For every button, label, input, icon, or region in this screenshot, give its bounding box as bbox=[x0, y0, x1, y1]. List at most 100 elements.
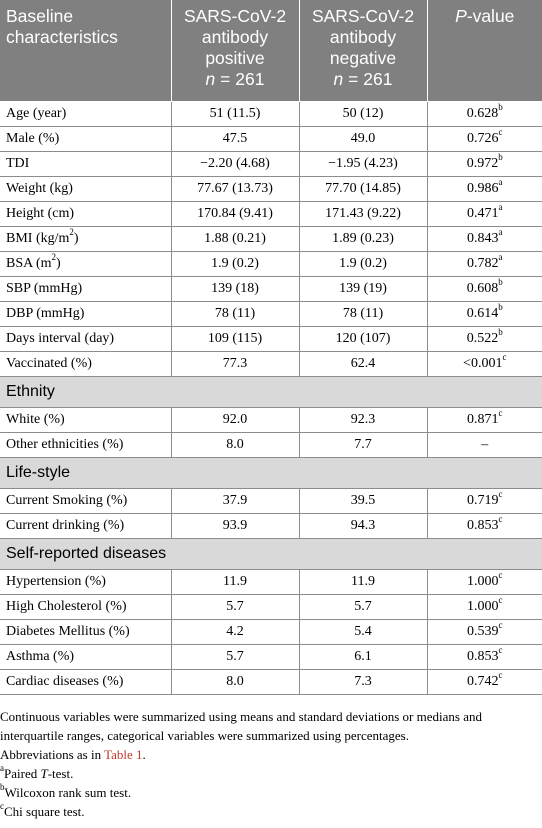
value-negative: 50 (12) bbox=[298, 100, 428, 127]
value-p: – bbox=[426, 431, 542, 458]
value-negative: 92.3 bbox=[298, 406, 428, 433]
value-positive: 4.2 bbox=[170, 618, 300, 645]
table-row: Cardiac diseases (%) 8.0 7.3 0.742c bbox=[0, 668, 542, 695]
value-positive: 5.7 bbox=[170, 643, 300, 670]
value-positive: 1.9 (0.2) bbox=[170, 250, 300, 277]
value-positive: 78 (11) bbox=[170, 300, 300, 327]
section-header-row: Life-style bbox=[0, 456, 542, 489]
row-label: TDI bbox=[0, 150, 172, 177]
value-negative: 49.0 bbox=[298, 125, 428, 152]
value-positive: 93.9 bbox=[170, 512, 300, 539]
table-row: SBP (mmHg) 139 (18) 139 (19) 0.608b bbox=[0, 275, 542, 302]
row-label: High Cholesterol (%) bbox=[0, 593, 172, 620]
row-label: Asthma (%) bbox=[0, 643, 172, 670]
baseline-characteristics-table: Baseline characteristics SARS-CoV-2 antibo… bbox=[0, 0, 542, 695]
header-antibody-negative: SARS-CoV-2 antibody negative n = 261 bbox=[298, 0, 428, 102]
value-negative: 120 (107) bbox=[298, 325, 428, 352]
value-negative: 77.70 (14.85) bbox=[298, 175, 428, 202]
value-negative: 139 (19) bbox=[298, 275, 428, 302]
value-positive: 77.67 (13.73) bbox=[170, 175, 300, 202]
value-p: 0.986a bbox=[426, 175, 542, 202]
row-label: Hypertension (%) bbox=[0, 568, 172, 595]
value-positive: −2.20 (4.68) bbox=[170, 150, 300, 177]
value-negative: 11.9 bbox=[298, 568, 428, 595]
table-row: Hypertension (%) 11.9 11.9 1.000c bbox=[0, 568, 542, 595]
value-p: 0.843a bbox=[426, 225, 542, 252]
value-p: 0.871c bbox=[426, 406, 542, 433]
row-label: Cardiac diseases (%) bbox=[0, 668, 172, 695]
header-antibody-positive: SARS-CoV-2 antibody positive n = 261 bbox=[170, 0, 300, 102]
value-p: 0.628b bbox=[426, 100, 542, 127]
row-label: Current Smoking (%) bbox=[0, 487, 172, 514]
value-positive: 11.9 bbox=[170, 568, 300, 595]
value-positive: 170.84 (9.41) bbox=[170, 200, 300, 227]
value-positive: 8.0 bbox=[170, 668, 300, 695]
table-row: BMI (kg/m2) 1.88 (0.21) 1.89 (0.23) 0.843a bbox=[0, 225, 542, 252]
table-1-link[interactable]: Table 1 bbox=[104, 746, 143, 762]
value-negative: 5.7 bbox=[298, 593, 428, 620]
value-p: 0.539c bbox=[426, 618, 542, 645]
section-title: Ethnity bbox=[0, 375, 542, 408]
table-row: TDI −2.20 (4.68) −1.95 (4.23) 0.972b bbox=[0, 150, 542, 177]
table-row: Asthma (%) 5.7 6.1 0.853c bbox=[0, 643, 542, 670]
row-label: White (%) bbox=[0, 406, 172, 433]
value-p: 0.471a bbox=[426, 200, 542, 227]
value-negative: 171.43 (9.22) bbox=[298, 200, 428, 227]
value-p: 0.782a bbox=[426, 250, 542, 277]
value-positive: 77.3 bbox=[170, 350, 300, 377]
table-row: Height (cm) 170.84 (9.41) 171.43 (9.22) 0.4… bbox=[0, 200, 542, 227]
section-title: Life-style bbox=[0, 456, 542, 489]
value-p: 0.726c bbox=[426, 125, 542, 152]
value-p: 0.608b bbox=[426, 275, 542, 302]
table-row: Days interval (day) 109 (115) 120 (107) 0.5… bbox=[0, 325, 542, 352]
table-row: Current Smoking (%) 37.9 39.5 0.719c bbox=[0, 487, 542, 514]
footnote-a: aPaired T-test. bbox=[0, 763, 74, 781]
row-label: Current drinking (%) bbox=[0, 512, 172, 539]
table-row: Other ethnicities (%) 8.0 7.7– bbox=[0, 431, 542, 458]
value-negative: 7.3 bbox=[298, 668, 428, 695]
value-positive: 139 (18) bbox=[170, 275, 300, 302]
header-baseline-characteristics: Baseline characteristics bbox=[0, 0, 172, 102]
value-p: 0.614b bbox=[426, 300, 542, 327]
value-negative: 78 (11) bbox=[298, 300, 428, 327]
value-p: 1.000c bbox=[426, 593, 542, 620]
value-negative: 1.9 (0.2) bbox=[298, 250, 428, 277]
value-negative: −1.95 (4.23) bbox=[298, 150, 428, 177]
row-label: Height (cm) bbox=[0, 200, 172, 227]
value-positive: 109 (115) bbox=[170, 325, 300, 352]
value-p: 1.000c bbox=[426, 568, 542, 595]
value-negative: 1.89 (0.23) bbox=[298, 225, 428, 252]
footnote-summary: Continuous variables were summarized usi… bbox=[0, 708, 482, 743]
row-label: Other ethnicities (%) bbox=[0, 431, 172, 458]
row-label: SBP (mmHg) bbox=[0, 275, 172, 302]
table-row: BSA (m2) 1.9 (0.2) 1.9 (0.2) 0.782a bbox=[0, 250, 542, 277]
section-header-row: Ethnity bbox=[0, 375, 542, 408]
table-row: DBP (mmHg) 78 (11) 78 (11) 0.614b bbox=[0, 300, 542, 327]
header-p-value: P-value bbox=[426, 0, 542, 102]
row-label: Male (%) bbox=[0, 125, 172, 152]
value-negative: 39.5 bbox=[298, 487, 428, 514]
value-negative: 94.3 bbox=[298, 512, 428, 539]
row-label: Days interval (day) bbox=[0, 325, 172, 352]
row-label: BMI (kg/m2) bbox=[0, 225, 172, 252]
value-p: <0.001c bbox=[426, 350, 542, 377]
value-negative: 6.1 bbox=[298, 643, 428, 670]
value-positive: 92.0 bbox=[170, 406, 300, 433]
value-positive: 47.5 bbox=[170, 125, 300, 152]
section-header-row: Self-reported diseases bbox=[0, 537, 542, 570]
table-row: Male (%) 47.5 49.0 0.726c bbox=[0, 125, 542, 152]
footnote-abbreviations: Abbreviations as in Table 1. bbox=[0, 746, 146, 762]
value-negative: 7.7 bbox=[298, 431, 428, 458]
value-positive: 37.9 bbox=[170, 487, 300, 514]
value-p: 0.853c bbox=[426, 512, 542, 539]
table-header-row: Baseline characteristics SARS-CoV-2 antibo… bbox=[0, 0, 542, 102]
value-positive: 1.88 (0.21) bbox=[170, 225, 300, 252]
value-p: 0.719c bbox=[426, 487, 542, 514]
row-label: BSA (m2) bbox=[0, 250, 172, 277]
row-label: Vaccinated (%) bbox=[0, 350, 172, 377]
row-label: DBP (mmHg) bbox=[0, 300, 172, 327]
value-p: 0.972b bbox=[426, 150, 542, 177]
value-p: 0.742c bbox=[426, 668, 542, 695]
value-negative: 62.4 bbox=[298, 350, 428, 377]
value-positive: 51 (11.5) bbox=[170, 100, 300, 127]
